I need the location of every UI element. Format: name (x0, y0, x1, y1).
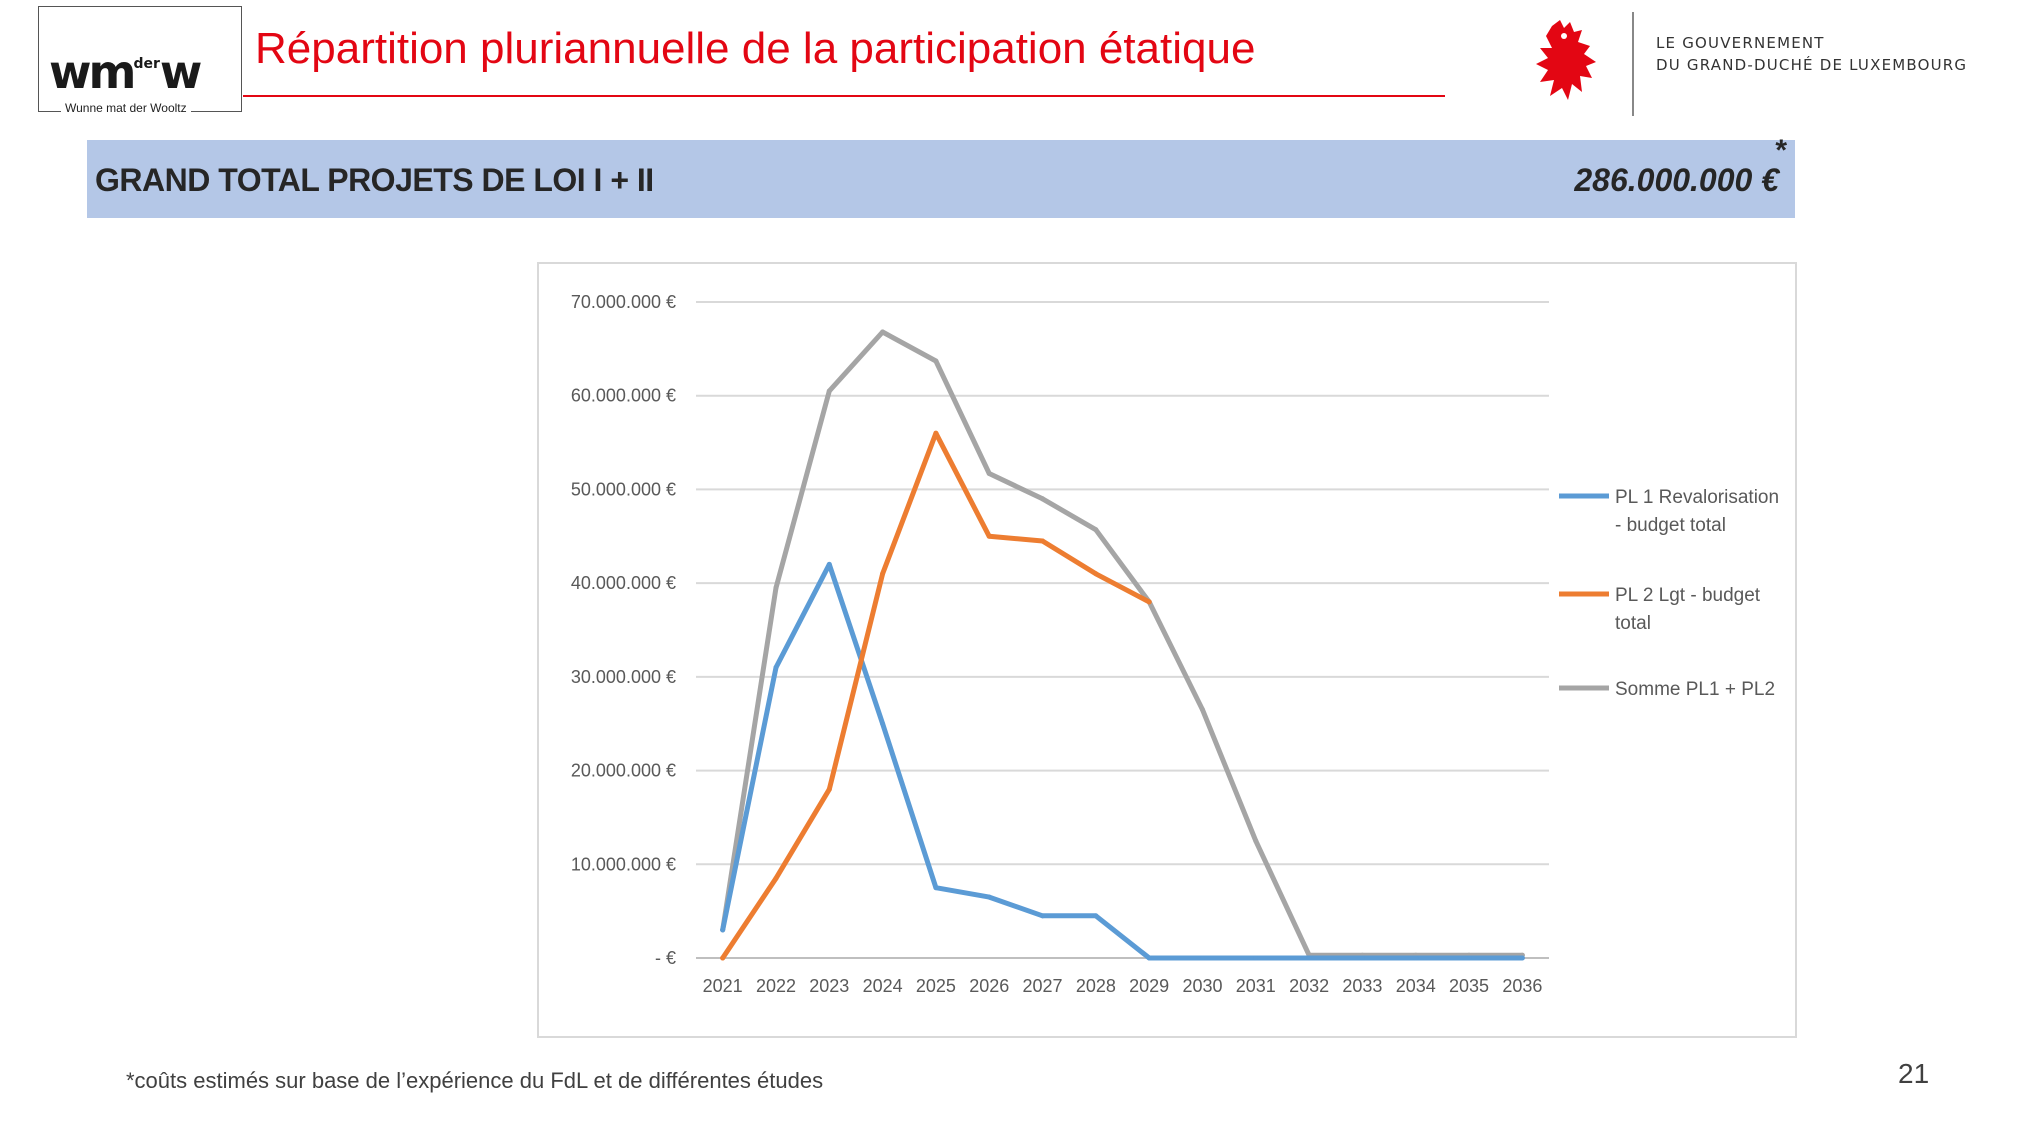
data-point (933, 358, 939, 364)
header-separator (1632, 12, 1634, 116)
x-tick-label: 2028 (1076, 976, 1116, 996)
legend-label: Somme PL1 + PL2 (1615, 679, 1775, 700)
data-point (720, 955, 726, 961)
y-tick-label: - € (655, 948, 676, 968)
data-point (1093, 913, 1099, 919)
x-tick-label: 2023 (809, 976, 849, 996)
wmw-logo: wmderw Wunne mat der Wooltz (38, 6, 242, 115)
data-point (826, 561, 832, 567)
y-tick-label: 30.000.000 € (571, 667, 676, 687)
y-tick-label: 20.000.000 € (571, 761, 676, 781)
x-tick-label: 2030 (1182, 976, 1222, 996)
data-point (1093, 571, 1099, 577)
x-tick-label: 2033 (1342, 976, 1382, 996)
data-point (1466, 955, 1472, 961)
data-point (986, 894, 992, 900)
y-tick-label: 40.000.000 € (571, 573, 676, 593)
x-tick-label: 2026 (969, 976, 1009, 996)
data-point (773, 664, 779, 670)
y-tick-label: 10.000.000 € (571, 854, 676, 874)
data-point (1040, 913, 1046, 919)
x-tick-label: 2021 (703, 976, 743, 996)
data-point (1359, 955, 1365, 961)
data-point (826, 388, 832, 394)
data-point (1519, 955, 1525, 961)
data-point (880, 721, 886, 727)
legend-label: PL 1 Revalorisation (1615, 487, 1779, 508)
data-point (1199, 955, 1205, 961)
chart-frame: - € 10.000.000 € 20.000.000 € 30.000.000 € 4… (537, 262, 1797, 1038)
legend-label: - budget total (1615, 515, 1726, 536)
legend-label: total (1615, 613, 1651, 634)
x-tick-label: 2035 (1449, 976, 1489, 996)
x-tick-label: 2024 (863, 976, 903, 996)
series-line (720, 561, 1525, 961)
grand-total-amount: 286.000.000 € (1574, 162, 1779, 198)
page-number: 21 (1898, 1058, 1930, 1089)
data-point (1040, 496, 1046, 502)
series-line (720, 430, 1152, 961)
data-point (986, 470, 992, 476)
x-tick-label: 2036 (1502, 976, 1542, 996)
y-tick-label: 70.000.000 € (571, 292, 676, 312)
data-point (826, 786, 832, 792)
data-point (933, 885, 939, 891)
data-point (1253, 838, 1259, 844)
series-line (720, 329, 1525, 958)
logo-tagline: Wunne mat der Wooltz (61, 101, 191, 115)
x-tick-label: 2029 (1129, 976, 1169, 996)
data-point (1146, 599, 1152, 605)
data-point (1306, 955, 1312, 961)
x-tick-label: 2034 (1396, 976, 1436, 996)
data-point (880, 329, 886, 335)
y-tick-label: 60.000.000 € (571, 386, 676, 406)
x-tick-label: 2027 (1023, 976, 1063, 996)
data-point (720, 927, 726, 933)
data-point (1413, 955, 1419, 961)
line-chart: - € 10.000.000 € 20.000.000 € 30.000.000 € 4… (571, 292, 1779, 996)
page-title: Répartition pluriannuelle de la particip… (255, 24, 1256, 73)
x-tick-label: 2031 (1236, 976, 1276, 996)
red-lion-icon (1536, 20, 1596, 100)
data-point (880, 571, 886, 577)
data-point (933, 430, 939, 436)
footnote-asterisk: * (1775, 134, 1787, 167)
data-point (1253, 955, 1259, 961)
data-point (773, 875, 779, 881)
legend-label: PL 2 Lgt - budget (1615, 585, 1761, 606)
data-point (773, 585, 779, 591)
grand-total-label: GRAND TOTAL PROJETS DE LOI I + II (95, 162, 654, 198)
footnote: *coûts estimés sur base de l’expérience … (126, 1068, 824, 1093)
data-point (986, 533, 992, 539)
x-tick-label: 2032 (1289, 976, 1329, 996)
government-label: LE GOUVERNEMENT DU GRAND-DUCHÉ DE LUXEMB… (1656, 32, 1967, 76)
title-underline (243, 95, 1445, 97)
data-point (1146, 955, 1152, 961)
wmw-logo-mark: wmderw (49, 45, 202, 99)
x-tick-label: 2025 (916, 976, 956, 996)
data-point (1199, 707, 1205, 713)
data-point (1040, 538, 1046, 544)
grand-total-banner: GRAND TOTAL PROJETS DE LOI I + II 286.00… (87, 134, 1795, 218)
data-point (1093, 527, 1099, 533)
government-line-1: LE GOUVERNEMENT (1656, 34, 1825, 52)
government-line-2: DU GRAND-DUCHÉ DE LUXEMBOURG (1656, 56, 1968, 74)
y-tick-label: 50.000.000 € (571, 479, 676, 499)
x-tick-label: 2022 (756, 976, 796, 996)
